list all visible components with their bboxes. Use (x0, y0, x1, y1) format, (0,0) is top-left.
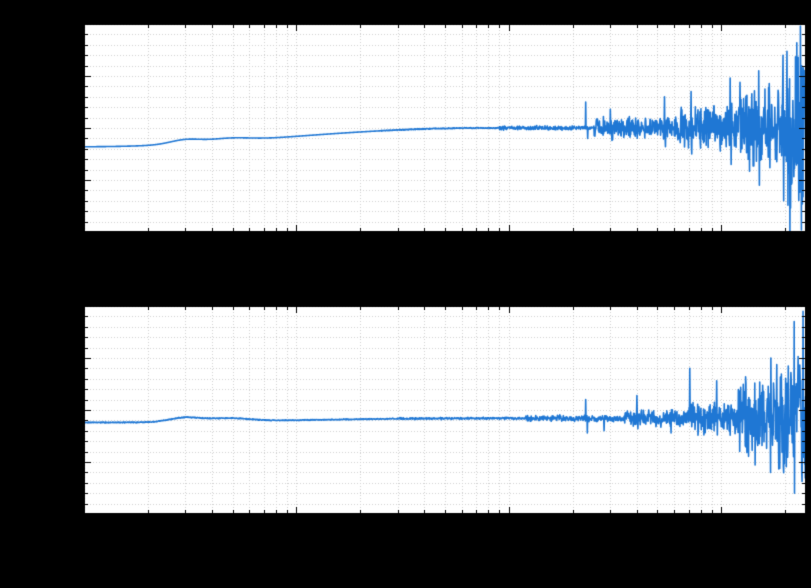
top-axis-layer (84, 24, 806, 232)
bottom-chart-panel (84, 306, 806, 514)
figure (0, 0, 811, 588)
top-chart-panel (84, 24, 806, 232)
bottom-axis-layer (84, 306, 806, 514)
